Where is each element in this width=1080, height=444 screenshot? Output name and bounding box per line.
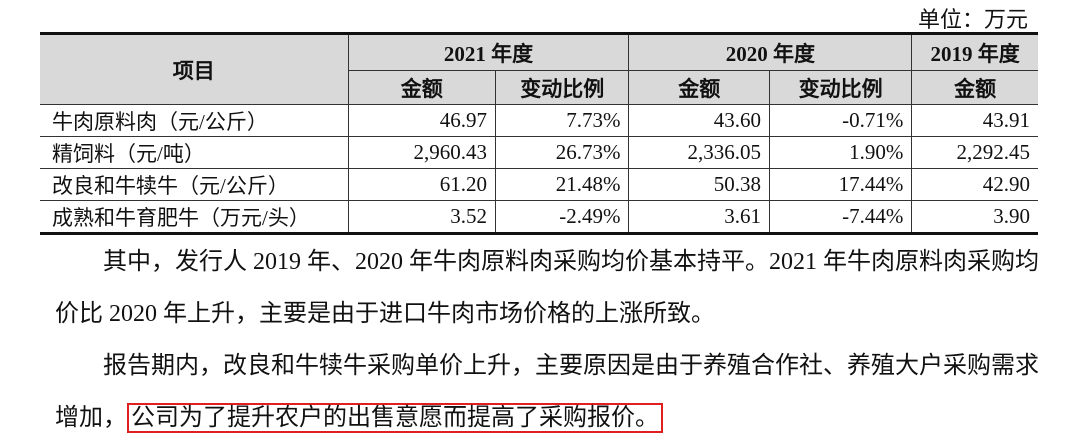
value-cell: 2,336.05 bbox=[628, 136, 770, 169]
header-cell: 金额 bbox=[628, 70, 770, 105]
price-table: 项目 2021 年度 2020 年度 2019 年度 金额 变动比例 金额 变动… bbox=[40, 32, 1038, 235]
value-cell: -2.49% bbox=[494, 200, 630, 234]
value-cell: 21.48% bbox=[494, 168, 630, 201]
value-cell: 43.91 bbox=[911, 104, 1038, 137]
header-cell: 2021 年度 bbox=[347, 33, 630, 71]
header-cell: 变动比例 bbox=[494, 70, 630, 105]
header-row: 金额 变动比例 金额 变动比例 金额 bbox=[40, 70, 1038, 105]
row-label: 牛肉原料肉（元/公斤） bbox=[40, 104, 349, 137]
header-cell: 项目 bbox=[40, 33, 349, 105]
data-row: 改良和牛犊牛（元/公斤） 61.20 21.48% 50.38 17.44% 42.90 bbox=[40, 168, 1038, 201]
value-cell: -0.71% bbox=[768, 104, 913, 137]
highlighted-text: 公司为了提升农户的出售意愿而提高了采购报价。 bbox=[127, 403, 663, 433]
value-cell: 3.90 bbox=[911, 200, 1038, 234]
paragraph-text: 报告期内，改良和牛犊牛采购单价上升，主要原因是由于养殖合作社、养殖大户采购需求增… bbox=[55, 353, 1039, 431]
value-cell: 7.73% bbox=[494, 104, 630, 137]
data-row: 成熟和牛育肥牛（万元/头） 3.52 -2.49% 3.61 -7.44% 3.90 bbox=[40, 200, 1038, 234]
value-cell: 17.44% bbox=[768, 168, 913, 201]
row-label: 精饲料（元/吨） bbox=[40, 136, 349, 169]
paragraph: 报告期内，改良和牛犊牛采购单价上升，主要原因是由于养殖合作社、养殖大户采购需求增… bbox=[55, 340, 1039, 444]
row-label: 改良和牛犊牛（元/公斤） bbox=[40, 168, 349, 201]
paragraph: 其中，发行人 2019 年、2020 年牛肉原料肉采购均价基本持平。2021 年… bbox=[55, 236, 1039, 340]
header-cell: 金额 bbox=[911, 70, 1038, 105]
body-text: 其中，发行人 2019 年、2020 年牛肉原料肉采购均价基本持平。2021 年… bbox=[55, 236, 1039, 444]
value-cell: 61.20 bbox=[347, 168, 497, 201]
value-cell: 46.97 bbox=[347, 104, 497, 137]
header-cell: 2019 年度 bbox=[911, 33, 1038, 71]
value-cell: 43.60 bbox=[628, 104, 770, 137]
value-cell: -7.44% bbox=[768, 200, 913, 234]
value-cell: 50.38 bbox=[628, 168, 770, 201]
row-label: 成熟和牛育肥牛（万元/头） bbox=[40, 200, 349, 234]
header-cell: 变动比例 bbox=[768, 70, 913, 105]
data-row: 精饲料（元/吨） 2,960.43 26.73% 2,336.05 1.90% 2,292… bbox=[40, 136, 1038, 169]
value-cell: 1.90% bbox=[768, 136, 913, 169]
value-cell: 26.73% bbox=[494, 136, 630, 169]
data-row: 牛肉原料肉（元/公斤） 46.97 7.73% 43.60 -0.71% 43.91 bbox=[40, 104, 1038, 137]
value-cell: 3.61 bbox=[628, 200, 770, 234]
value-cell: 2,960.43 bbox=[347, 136, 497, 169]
value-cell: 2,292.45 bbox=[911, 136, 1038, 169]
header-cell: 金额 bbox=[348, 70, 497, 105]
unit-label: 单位：万元 bbox=[917, 7, 1028, 32]
header-cell: 2020 年度 bbox=[628, 33, 913, 71]
header-row: 项目 2021 年度 2020 年度 2019 年度 bbox=[40, 33, 1038, 105]
value-cell: 42.90 bbox=[911, 168, 1038, 201]
paragraph-text: 其中，发行人 2019 年、2020 年牛肉原料肉采购均价基本持平。2021 年… bbox=[55, 249, 1039, 327]
value-cell: 3.52 bbox=[347, 200, 497, 234]
